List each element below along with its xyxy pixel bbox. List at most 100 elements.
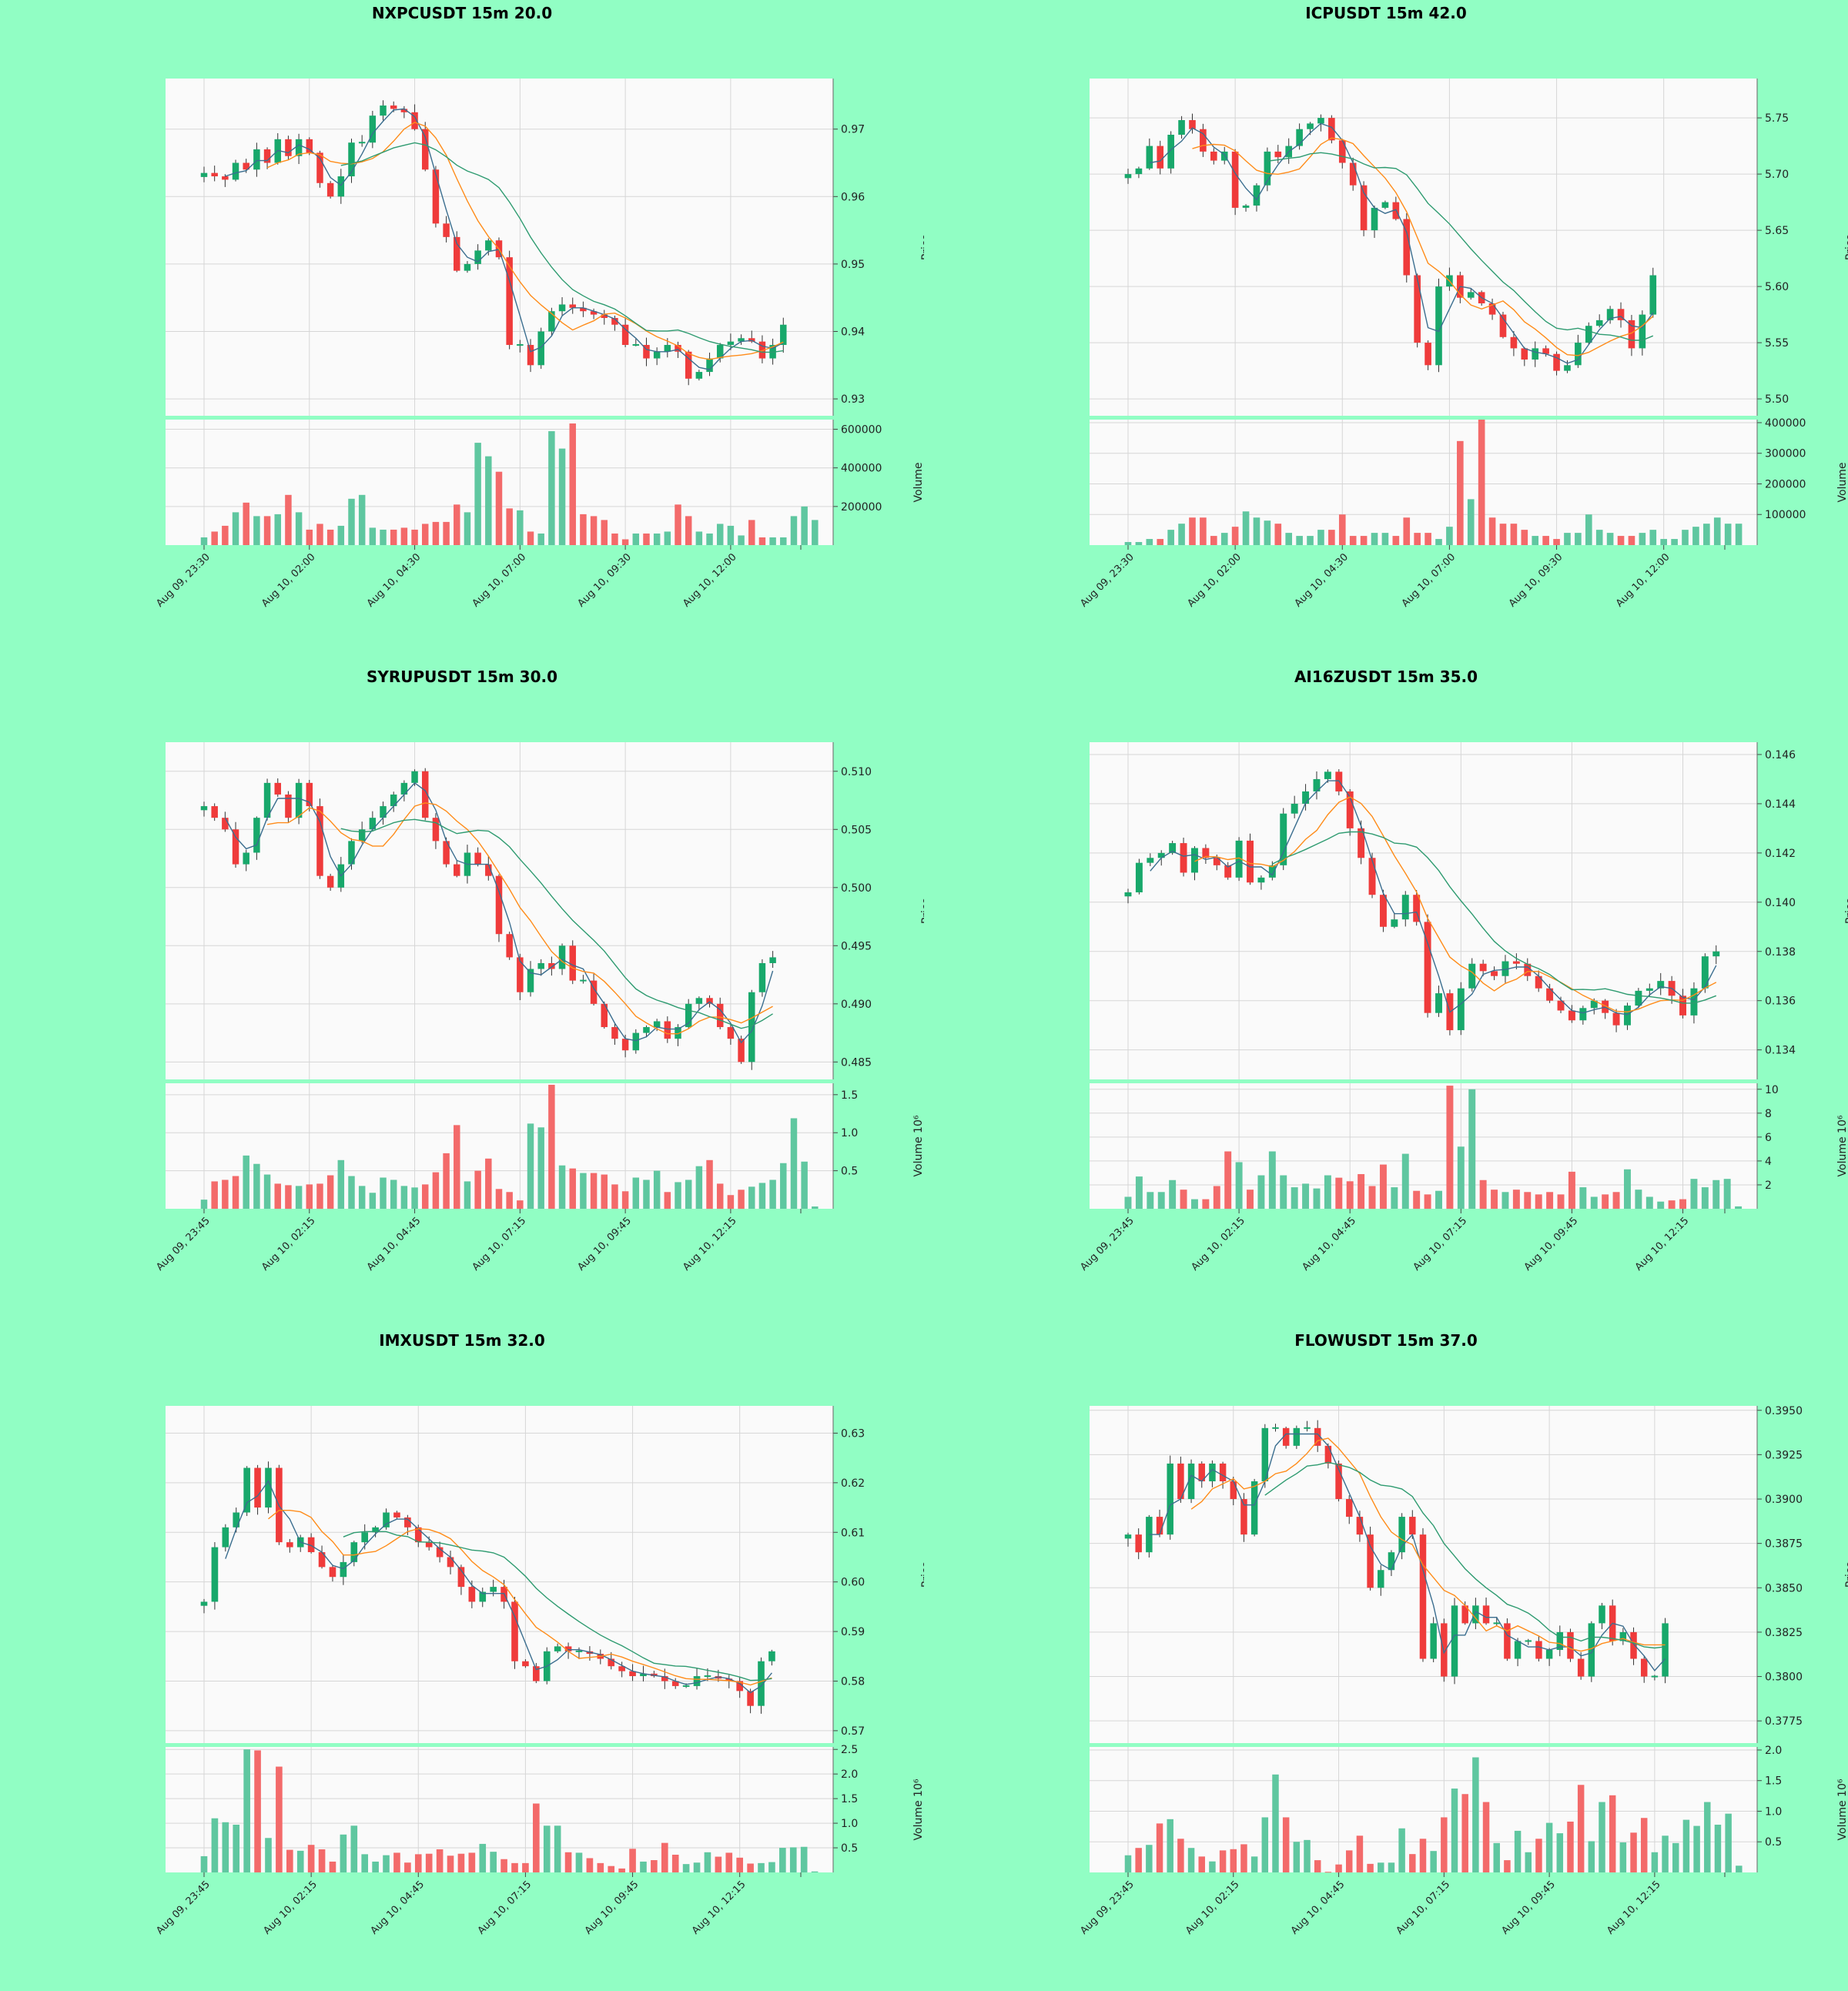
- candle-body: [1324, 1445, 1332, 1464]
- volume-bar: [1619, 1842, 1627, 1872]
- volume-bar: [1724, 524, 1732, 545]
- volume-bar: [296, 1850, 304, 1872]
- volume-bar: [664, 531, 671, 545]
- candle-body: [621, 1039, 629, 1051]
- candle-body: [1472, 1605, 1479, 1624]
- candle-body: [1187, 1463, 1195, 1500]
- candle-body: [695, 998, 703, 1004]
- volume-bar: [779, 1848, 786, 1872]
- volume-bar: [1250, 1856, 1258, 1872]
- candle-body: [372, 1527, 379, 1533]
- volume-bar: [1736, 1866, 1743, 1872]
- candle-body: [548, 311, 555, 332]
- volume-bar: [306, 529, 313, 545]
- volume-bar: [326, 1175, 334, 1209]
- candle-body: [1588, 1623, 1595, 1677]
- volume-bar: [1735, 524, 1743, 545]
- volume-bar: [243, 1749, 250, 1872]
- candle-body: [200, 806, 208, 811]
- volume-bar: [725, 1852, 733, 1872]
- volume-bar: [340, 1834, 347, 1872]
- volume-bar: [383, 1855, 390, 1872]
- candle-body: [253, 149, 260, 170]
- candle-body: [1146, 1517, 1153, 1553]
- volume-bar: [1557, 1194, 1565, 1209]
- candle-body: [1525, 1640, 1532, 1642]
- volume-bar: [675, 504, 681, 545]
- volume-bar: [1713, 517, 1721, 545]
- volume-bar: [1424, 1194, 1431, 1209]
- volume-bar: [1588, 1841, 1595, 1872]
- candle-body: [671, 1681, 679, 1686]
- volume-bar: [1441, 1817, 1448, 1872]
- y-tick-label: 0.3850: [1765, 1582, 1803, 1594]
- volume-bar: [276, 1766, 283, 1872]
- volume-bar: [1187, 1848, 1195, 1872]
- volume-bar: [511, 1862, 518, 1872]
- candle-body: [1335, 1463, 1342, 1500]
- volume-bar: [522, 1862, 529, 1872]
- volume-bar: [1335, 1177, 1343, 1209]
- candle-body: [1247, 840, 1254, 883]
- candle-body: [1135, 168, 1143, 175]
- volume-bar: [1482, 1802, 1490, 1872]
- candle-body: [454, 236, 460, 271]
- candle-body: [380, 806, 387, 818]
- candle-body: [685, 351, 692, 379]
- candle-body: [361, 1532, 369, 1543]
- y-tick-label: 4: [1765, 1156, 1772, 1168]
- volume-bar: [1682, 530, 1689, 545]
- volume-bar: [548, 1084, 555, 1209]
- volume-bar: [812, 1206, 819, 1209]
- candle-body: [1381, 202, 1389, 208]
- y-tick-label: 0.490: [841, 999, 872, 1011]
- volume-bar: [1701, 1187, 1709, 1209]
- volume-bar: [358, 494, 366, 545]
- y-tick-label: 400000: [1765, 417, 1806, 430]
- candle-body: [527, 969, 534, 992]
- volume-bar: [285, 1185, 292, 1209]
- candle-body: [537, 331, 544, 366]
- candle-body: [682, 1685, 690, 1687]
- volume-bar: [1567, 1822, 1574, 1872]
- volume-bar: [1504, 1860, 1511, 1872]
- x-tick-label: Aug 10, 04:30: [365, 551, 424, 610]
- volume-bar: [1219, 1850, 1227, 1872]
- candle-body: [1612, 1012, 1620, 1026]
- candle-body: [447, 1557, 454, 1568]
- volume-bar: [447, 1855, 454, 1872]
- candle-body: [1679, 996, 1687, 1016]
- volume-bar: [1535, 1839, 1542, 1872]
- volume-bar: [1568, 1171, 1575, 1209]
- x-tick-label: Aug 10, 07:00: [1400, 551, 1458, 610]
- candle-body: [1253, 185, 1260, 206]
- volume-bar: [768, 1862, 775, 1872]
- y-tick-label: 0.63: [841, 1427, 865, 1440]
- volume-bar: [738, 535, 745, 545]
- candle-body: [1274, 151, 1282, 158]
- y-tick-label: 0.3875: [1765, 1538, 1803, 1551]
- volume-bar: [1488, 517, 1496, 545]
- y-tick-label: 0.62: [841, 1477, 865, 1490]
- volume-bar: [1391, 1187, 1398, 1209]
- volume-axis-label: Volume: [912, 462, 924, 502]
- price-axis-label: Price: [1844, 898, 1848, 924]
- volume-bar: [506, 508, 513, 545]
- volume-bar: [1413, 1190, 1421, 1209]
- candle-body: [1190, 848, 1198, 873]
- candle-body: [1628, 320, 1635, 349]
- volume-bar: [1704, 1802, 1711, 1872]
- volume-bar: [671, 1854, 679, 1872]
- candle-body: [485, 864, 492, 876]
- moving-average-line: [266, 802, 773, 1035]
- volume-bar: [263, 1174, 271, 1209]
- candle-body: [1535, 975, 1542, 989]
- volume-bar: [1510, 524, 1518, 545]
- volume-bar: [1345, 1850, 1353, 1872]
- candle-body: [200, 1601, 208, 1606]
- candle-body: [1595, 320, 1603, 326]
- volume-bar: [1368, 1186, 1376, 1209]
- volume-bar: [800, 1846, 808, 1872]
- volume-bar: [1367, 1863, 1374, 1872]
- volume-bar: [780, 1163, 787, 1209]
